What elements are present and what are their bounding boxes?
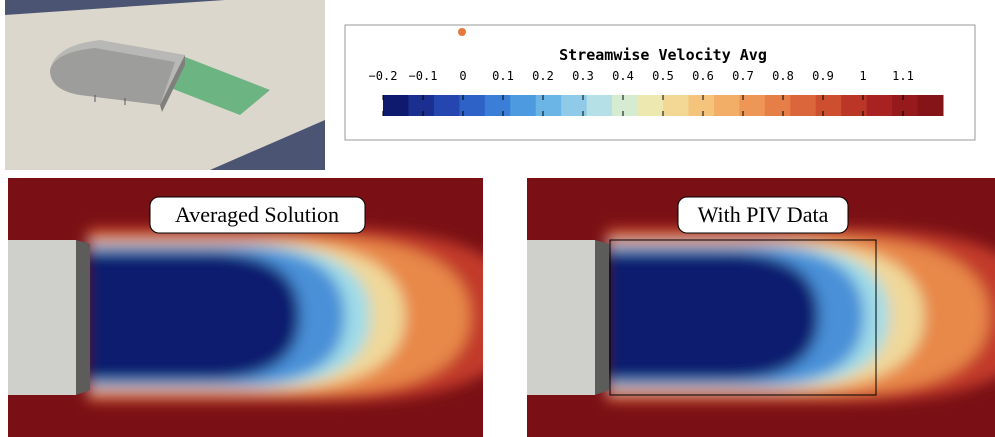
wake <box>607 228 995 402</box>
colorbar-tick-label: −0.2 <box>369 69 398 83</box>
contour-band <box>607 252 819 380</box>
colorbar-tick-label: 0.6 <box>692 69 714 83</box>
colorbar-tick-label: 0.8 <box>772 69 794 83</box>
colorbar-tick-label: 0.1 <box>492 69 514 83</box>
colorbar-tick-label: 0.3 <box>572 69 594 83</box>
colorbar-block <box>637 95 664 116</box>
colorbar-block <box>841 95 868 116</box>
colorbar-tick-label: −0.1 <box>409 69 438 83</box>
colorbar: Streamwise Velocity Avg −0.2 −0.1 0 0.1 0.2 0… <box>344 24 976 141</box>
colorbar-block <box>383 95 409 116</box>
colorbar-block <box>484 95 511 116</box>
render-3d <box>5 0 325 170</box>
panel-label: With PIV Data <box>698 202 829 227</box>
colorbar-block <box>510 95 537 116</box>
colorbar-tick-label: 1.1 <box>892 69 914 83</box>
colorbar-block <box>764 95 791 116</box>
colorbar-block <box>612 95 639 116</box>
panel-label: Averaged Solution <box>175 202 339 227</box>
colorbar-block <box>663 95 689 116</box>
colorbar-block <box>459 95 486 116</box>
colorbar-block <box>790 95 817 116</box>
colorbar-block <box>561 95 588 116</box>
wake <box>88 228 483 402</box>
colorbar-tick-label: 0.2 <box>532 69 554 83</box>
colorbar-block <box>892 95 919 116</box>
colorbar-tick-label: 0.9 <box>812 69 834 83</box>
colorbar-frame <box>344 24 976 141</box>
colorbar-block <box>713 95 740 116</box>
piv-window <box>609 239 877 396</box>
speck <box>458 28 466 36</box>
body-face <box>76 240 90 395</box>
colorbar-block <box>586 95 613 116</box>
panel-piv <box>527 178 995 437</box>
colorbar-block <box>408 95 435 116</box>
colorbar-tick-label: 0.4 <box>612 69 634 83</box>
colorbar-tick-label: 0 <box>459 69 466 83</box>
colorbar-tick-label: 1 <box>859 69 866 83</box>
body-face <box>595 240 609 395</box>
contour-band <box>88 252 300 380</box>
body <box>527 240 595 395</box>
colorbar-block <box>917 95 944 116</box>
label-box: Averaged Solution With PIV Data <box>149 196 849 234</box>
colorbar-block <box>535 95 562 116</box>
colorbar-tick-label: 0.7 <box>732 69 754 83</box>
colorbar-block <box>866 95 893 116</box>
colorbar-block <box>688 95 715 116</box>
panel-averaged <box>8 178 483 437</box>
colorbar-title: Streamwise Velocity Avg <box>559 46 767 64</box>
colorbar-block <box>433 95 460 116</box>
colorbar-block <box>815 95 842 116</box>
colorbar-block <box>739 95 766 116</box>
body <box>8 240 76 395</box>
colorbar-tick-label: 0.5 <box>652 69 674 83</box>
